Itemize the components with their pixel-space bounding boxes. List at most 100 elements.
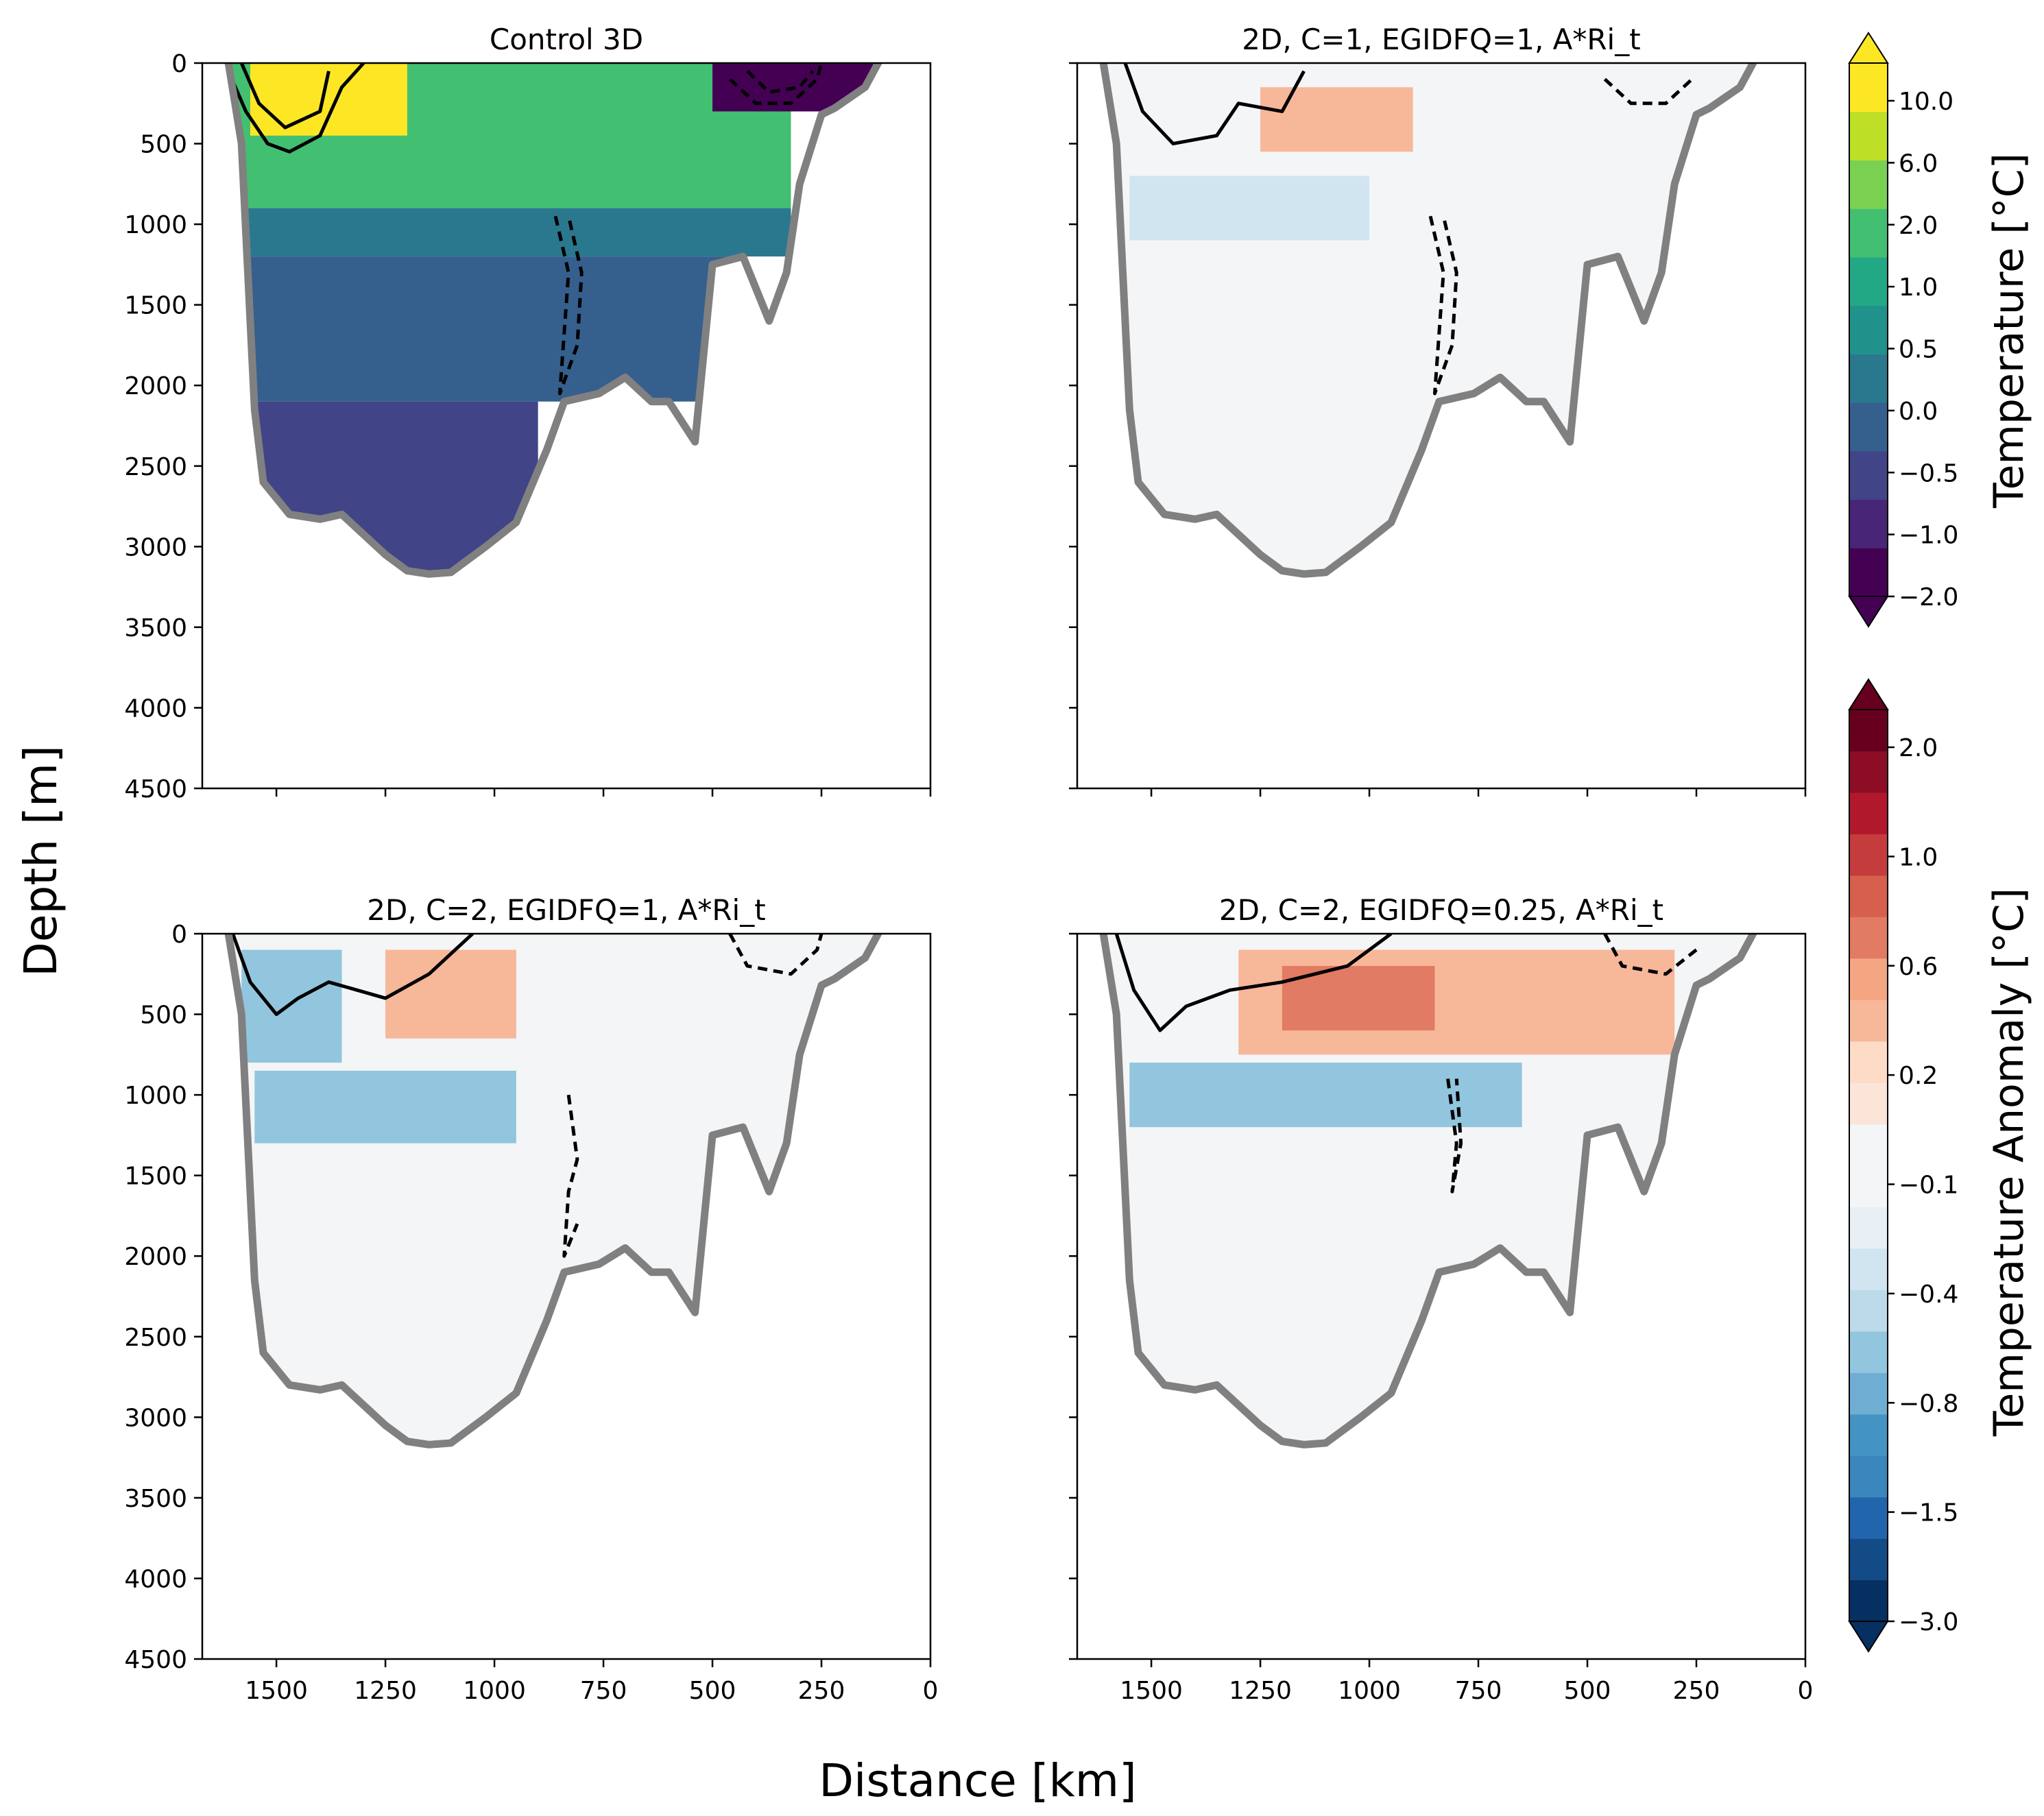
contour-dashed-2 [1428, 215, 1458, 396]
x-tick-label: 0 [1798, 1677, 1814, 1705]
axes-frame [1076, 62, 1807, 790]
contour-solid-1 [1114, 934, 1393, 1032]
bathymetry-line [1099, 63, 1757, 578]
temperature-colorbar-segment [1849, 450, 1888, 500]
anomaly-colorbar-tick-label: −0.4 [1899, 1281, 1958, 1309]
anomaly-colorbar-segment [1849, 1414, 1888, 1456]
temperature-colorbar-tick-label: −2.0 [1899, 583, 1958, 612]
y-tick-label: 2000 [124, 1243, 187, 1271]
temperature-colorbar-segment [1849, 499, 1888, 548]
temperature-colorbar-tick-label: −1.0 [1899, 522, 1958, 550]
contour-solid-1 [231, 934, 474, 1017]
panel-4: 2D, C=2, EGIDFQ=0.25, A*Ri_t 1500 1250 1000… [1069, 893, 1813, 1705]
panel-title: 2D, C=2, EGIDFQ=1, A*Ri_t [367, 893, 765, 927]
anomaly-colorbar-segment [1849, 1248, 1888, 1290]
anomaly-colorbar-segment [1849, 1455, 1888, 1498]
panel-title: Control 3D [490, 23, 643, 56]
axes-frame [201, 62, 932, 790]
temperature-colorbar-label: Temperature [°C] [1985, 153, 2033, 509]
x-tick-label: 1000 [1338, 1677, 1401, 1705]
field-cool-upper [241, 949, 342, 1063]
anomaly-colorbar-segment [1849, 1207, 1888, 1249]
bathymetry-line [224, 63, 882, 578]
anomaly-colorbar-segment [1849, 1579, 1888, 1622]
anomaly-colorbar-frame [1849, 709, 1888, 1622]
field-warm-core [1260, 87, 1413, 152]
y-tick-label: 1500 [124, 292, 187, 320]
panel-title: 2D, C=2, EGIDFQ=0.25, A*Ri_t [1219, 893, 1663, 927]
x-tick-label: 1250 [1229, 1677, 1292, 1705]
temperature-colorbar-segment [1849, 208, 1888, 258]
x-tick-label: 1250 [354, 1677, 417, 1705]
temperature-colorbar-tick-label: 0.5 [1899, 336, 1938, 364]
figure-xlabel: Distance [km] [819, 1754, 1137, 1807]
x-tick-label: 0 [923, 1677, 939, 1705]
anomaly-colorbar-segment [1849, 1331, 1888, 1373]
contour-dashed-2 [562, 1094, 579, 1258]
y-tick-label: 4500 [124, 1646, 187, 1674]
basin-fill [228, 934, 878, 1445]
anomaly-colorbar-tick-label: −0.1 [1899, 1172, 1958, 1200]
field [1129, 71, 1697, 241]
field-mid-layer [232, 208, 791, 257]
anomaly-colorbar-segment [1849, 1165, 1888, 1208]
axes-frame [1076, 932, 1807, 1660]
temperature-colorbar-segment [1849, 402, 1888, 452]
y-tick-label: 1000 [124, 1082, 187, 1110]
contour-dashed-3 [1603, 77, 1694, 106]
anomaly-colorbar-segment [1849, 1124, 1888, 1166]
anomaly-colorbar-segment [1849, 1041, 1888, 1083]
temperature-colorbar-tick-label: 1.0 [1899, 274, 1938, 302]
temperature-colorbar-segment [1849, 160, 1888, 209]
field [228, 63, 874, 574]
contour-dashed-3 [728, 934, 823, 976]
x-tick-label: 500 [1564, 1677, 1611, 1705]
y-tick-label: 0 [171, 921, 187, 949]
contour-solid-1 [1123, 63, 1306, 146]
x-tick-label: 1000 [463, 1677, 526, 1705]
temperature-colorbar-tick-label: 10.0 [1899, 88, 1953, 116]
temperature-colorbar-extend-max [1848, 32, 1889, 64]
anomaly-colorbar-segment [1849, 1538, 1888, 1581]
panel-content [224, 934, 882, 1449]
anomaly-colorbar-segment [1849, 1000, 1888, 1042]
temperature-colorbar-frame [1849, 62, 1888, 597]
field-cool-mid [254, 1070, 516, 1143]
x-tick-label: 750 [580, 1677, 627, 1705]
contour-dashed-3 [553, 215, 584, 396]
temperature-colorbar-tick-label: 2.0 [1899, 212, 1938, 240]
temperature-colorbar-segment [1849, 305, 1888, 354]
anomaly-colorbar-segment [1849, 710, 1888, 752]
anomaly-colorbar-segment [1849, 917, 1888, 959]
y-tick-label: 2000 [124, 372, 187, 400]
temperature-colorbar-segment [1849, 354, 1888, 403]
y-tick-label: 2500 [124, 1324, 187, 1352]
anomaly-colorbar-tick-label: −0.8 [1899, 1390, 1958, 1418]
contour-solid-1 [226, 63, 365, 154]
panel-content [1099, 63, 1757, 578]
temperature-colorbar-tick-label: 6.0 [1899, 149, 1938, 178]
y-tick-label: 500 [140, 131, 187, 159]
contour-dashed-3 [1603, 934, 1698, 976]
anomaly-colorbar-tick-label: 1.0 [1899, 843, 1938, 871]
x-tick-label: 1500 [1120, 1677, 1183, 1705]
temperature-colorbar-segment [1849, 548, 1888, 597]
panel-content [1099, 934, 1757, 1449]
y-tick-label: 4500 [124, 775, 187, 803]
temperature-colorbar-segment [1849, 111, 1888, 161]
contour-dashed-2 [1446, 1078, 1463, 1194]
contour-dashed-4 [728, 63, 823, 106]
bathymetry-line [1099, 934, 1757, 1449]
field-cool-mid [1129, 175, 1370, 241]
panel-3: 2D, C=2, EGIDFQ=1, A*Ri_t 1500 1250 1000 750… [124, 893, 938, 1705]
anomaly-colorbar-tick-label: 2.0 [1899, 734, 1938, 762]
panel-title: 2D, C=1, EGIDFQ=1, A*Ri_t [1242, 23, 1640, 56]
anomaly-colorbar-tick-label: −1.5 [1899, 1499, 1958, 1527]
y-tick-label: 4000 [124, 1565, 187, 1593]
y-tick-label: 500 [140, 1002, 187, 1030]
y-tick-label: 3000 [124, 533, 187, 561]
axes-frame [201, 932, 932, 1660]
anomaly-colorbar-label: Temperature Anomaly [°C] [1985, 888, 2033, 1437]
contour-solid-2 [239, 63, 330, 130]
